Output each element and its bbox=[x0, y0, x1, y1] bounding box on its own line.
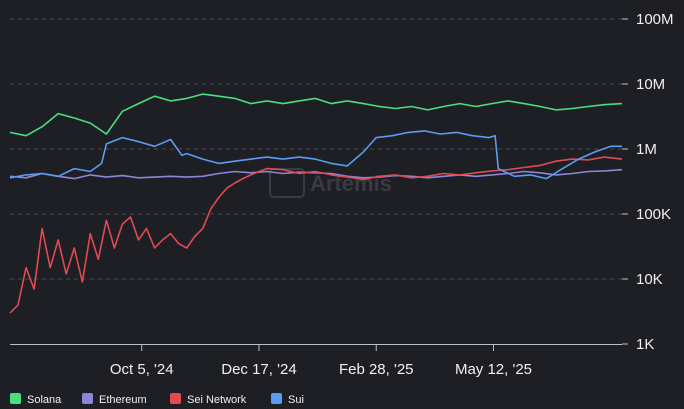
series-line-solana bbox=[9, 93, 623, 137]
series-line-sui bbox=[9, 130, 622, 180]
series-line-sei-network bbox=[9, 156, 623, 314]
legend: Solana Ethereum Sei Network Sui bbox=[10, 393, 304, 406]
y-tick-label: 1K bbox=[636, 336, 654, 353]
watermark-logo bbox=[269, 168, 305, 198]
legend-label: Solana bbox=[27, 394, 62, 406]
watermark-text: Artemis bbox=[310, 171, 392, 196]
legend-swatch bbox=[10, 393, 21, 404]
watermark: Artemis bbox=[269, 168, 392, 198]
y-axis: 1K 10K 100K 1M 10M 100M bbox=[622, 11, 674, 353]
series-line-ethereum bbox=[9, 168, 623, 180]
legend-item-ethereum[interactable]: Ethereum bbox=[82, 393, 147, 406]
x-tick-label: Dec 17, '24 bbox=[221, 361, 296, 378]
y-tick-label: 100K bbox=[636, 206, 671, 223]
grid-lines bbox=[10, 18, 622, 280]
series-lines bbox=[9, 93, 623, 314]
legend-item-sui[interactable]: Sui bbox=[271, 393, 304, 406]
legend-label: Ethereum bbox=[99, 394, 147, 406]
legend-label: Sei Network bbox=[187, 394, 247, 406]
y-tick-label: 100M bbox=[636, 11, 674, 28]
x-tick-label: May 12, '25 bbox=[455, 361, 532, 378]
x-tick-label: Oct 5, '24 bbox=[110, 361, 174, 378]
legend-item-solana[interactable]: Solana bbox=[10, 393, 62, 406]
legend-swatch bbox=[170, 393, 181, 404]
y-tick-label: 10K bbox=[636, 271, 663, 288]
x-axis: Oct 5, '24 Dec 17, '24 Feb 28, '25 May 12, … bbox=[110, 344, 532, 378]
y-tick-label: 1M bbox=[636, 141, 657, 158]
legend-item-sei-network[interactable]: Sei Network bbox=[170, 393, 247, 406]
y-tick-label: 10M bbox=[636, 76, 665, 93]
legend-label: Sui bbox=[288, 394, 304, 406]
legend-swatch bbox=[271, 393, 282, 404]
legend-swatch bbox=[82, 393, 93, 404]
x-tick-label: Feb 28, '25 bbox=[339, 361, 414, 378]
